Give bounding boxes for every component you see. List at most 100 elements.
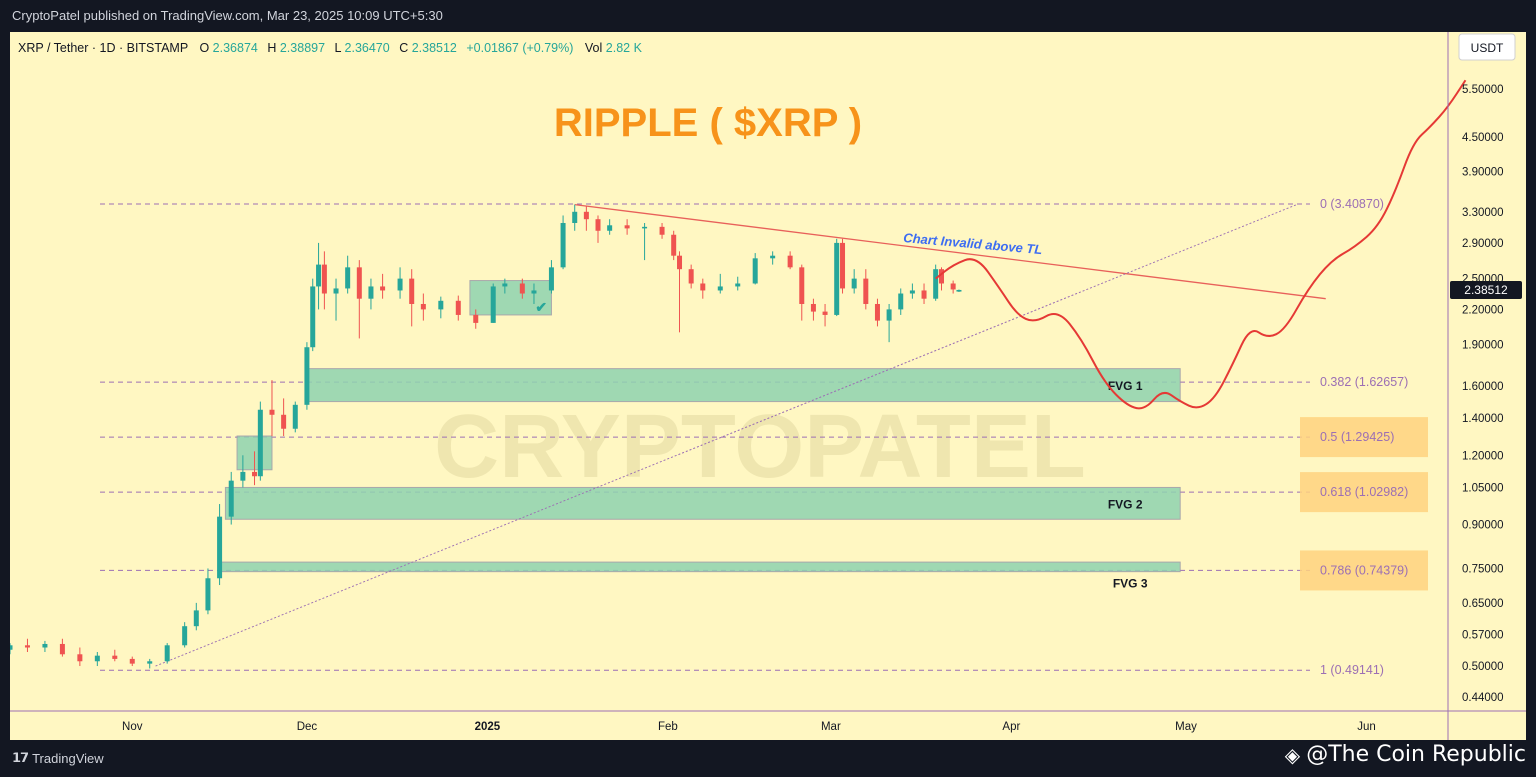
candle-body [898, 293, 904, 310]
currency-button[interactable]: USDT [1458, 33, 1516, 61]
candle-body [560, 222, 566, 268]
y-tick-label: 2.90000 [1462, 238, 1504, 250]
y-tick-label: 0.50000 [1462, 661, 1504, 673]
candle-body [368, 286, 374, 299]
candle-body [851, 278, 857, 289]
legend-change: +0.01867 (+0.79%) [466, 41, 573, 55]
fvg-zones: FVG 1 FVG 2 FVG 3 ✔ [219, 280, 1181, 591]
x-tick-label: Dec [297, 721, 318, 733]
candle-body [257, 409, 263, 477]
candle-body [490, 286, 496, 323]
price-chart[interactable]: CRYPTOPATEL 0 (3.40870) 0.382 (1.62657) 0.… [10, 32, 1526, 740]
trendlines [155, 203, 1326, 667]
fvg-label-1: FVG 1 [1108, 379, 1143, 393]
tradingview-mark-icon: 𝟭𝟳 [12, 750, 29, 765]
candle-body [316, 264, 322, 287]
legend-c-label: C [399, 41, 408, 55]
currency-label: USDT [1471, 41, 1504, 55]
x-tick-label: Feb [658, 721, 678, 733]
diamond-logo-icon: ◈ [1284, 742, 1301, 767]
candle-body [671, 234, 677, 256]
candle-body [863, 278, 869, 304]
legend-h-label: H [267, 41, 276, 55]
last-price-label: 2.38512 [1464, 283, 1508, 297]
candle-body [519, 283, 525, 294]
legend-h-value: 2.38897 [280, 41, 325, 55]
candle-body [933, 269, 939, 299]
candle-body [59, 643, 65, 655]
candle-body [950, 283, 956, 290]
y-tick-label: 4.50000 [1462, 132, 1504, 144]
fib-label-0.382: 0.382 (1.62657) [1320, 375, 1408, 389]
candle-body [822, 311, 828, 315]
candle-body [583, 211, 589, 220]
candle-body [531, 290, 537, 294]
candle-body [380, 286, 386, 291]
credit-watermark: ◈ @The Coin Republic [1285, 742, 1526, 767]
candle-body [909, 290, 915, 294]
watermark-layer: CRYPTOPATEL [434, 397, 1086, 497]
candle-body [24, 645, 30, 648]
legend-o-value: 2.36874 [213, 41, 258, 55]
fib-box-0.5 [1300, 417, 1428, 458]
watermark-text: CRYPTOPATEL [434, 397, 1086, 497]
candle-body [420, 303, 426, 310]
footer-bar: 𝟭𝟳 TradingView ◈ @The Coin Republic [0, 740, 1536, 777]
legend-o-label: O [199, 41, 209, 55]
candle-body [799, 267, 805, 304]
support-trendline [155, 204, 1297, 667]
candle-body [147, 661, 153, 664]
candle-body [659, 226, 665, 235]
projection-path [935, 79, 1467, 410]
legend-vol-label: Vol [585, 41, 602, 55]
candle-body [595, 219, 601, 231]
y-tick-label: 0.57000 [1462, 629, 1504, 641]
fib-label-0.5: 0.5 (1.29425) [1320, 430, 1394, 444]
candle-body [548, 267, 554, 291]
fvg-zone-2 [224, 486, 1181, 520]
candle-body [164, 645, 170, 662]
y-tick-label: 5.50000 [1462, 84, 1504, 96]
candle-body [810, 303, 816, 312]
svg-text:XRP / Tether · 1D · BITSTAMP: XRP / Tether · 1D · BITSTAMP O 2.36874 H… [18, 41, 643, 55]
check-icon: ✔ [535, 299, 547, 315]
y-tick-label: 0.90000 [1462, 520, 1504, 532]
y-tick-label: 0.65000 [1462, 598, 1504, 610]
candle-body [688, 269, 694, 284]
candle-body [310, 286, 316, 348]
candle-body [409, 278, 415, 304]
projection-line [935, 79, 1467, 410]
candle-body [717, 286, 723, 291]
candle-body [304, 347, 310, 405]
fvg-zone-3 [219, 561, 1181, 573]
candle-body [834, 242, 840, 315]
candle-body [770, 255, 776, 259]
x-tick-label: Jun [1357, 721, 1376, 733]
fvg-zone-1 [306, 368, 1181, 403]
y-tick-label: 1.20000 [1462, 450, 1504, 462]
y-tick-label: 1.90000 [1462, 340, 1504, 352]
fib-label-0: 0 (3.40870) [1320, 197, 1384, 211]
candle-body [217, 516, 223, 579]
candle-body [607, 225, 613, 231]
legend-vol-value: 2.82 K [606, 41, 643, 55]
candle-body [572, 211, 578, 223]
tradingview-logo[interactable]: 𝟭𝟳 TradingView [12, 750, 104, 766]
candle-body [345, 267, 351, 289]
candle-body [874, 303, 880, 321]
candle-body [292, 404, 298, 429]
publisher-line: CryptoPatel published on TradingView.com… [12, 8, 443, 23]
y-tick-label: 1.05000 [1462, 482, 1504, 494]
fvg-label-2: FVG 2 [1108, 497, 1143, 511]
candle-body [502, 283, 508, 287]
tradingview-logo-text: TradingView [32, 750, 104, 766]
candle-body [182, 626, 188, 646]
x-tick-label: Mar [821, 721, 841, 733]
x-tick-label: May [1175, 721, 1197, 733]
candle-body [77, 654, 83, 662]
y-tick-label: 1.40000 [1462, 413, 1504, 425]
last-price-badge [1450, 280, 1522, 299]
y-tick-label: 3.30000 [1462, 207, 1504, 219]
credit-text: @The Coin Republic [1306, 742, 1526, 767]
candle-body [677, 255, 683, 270]
